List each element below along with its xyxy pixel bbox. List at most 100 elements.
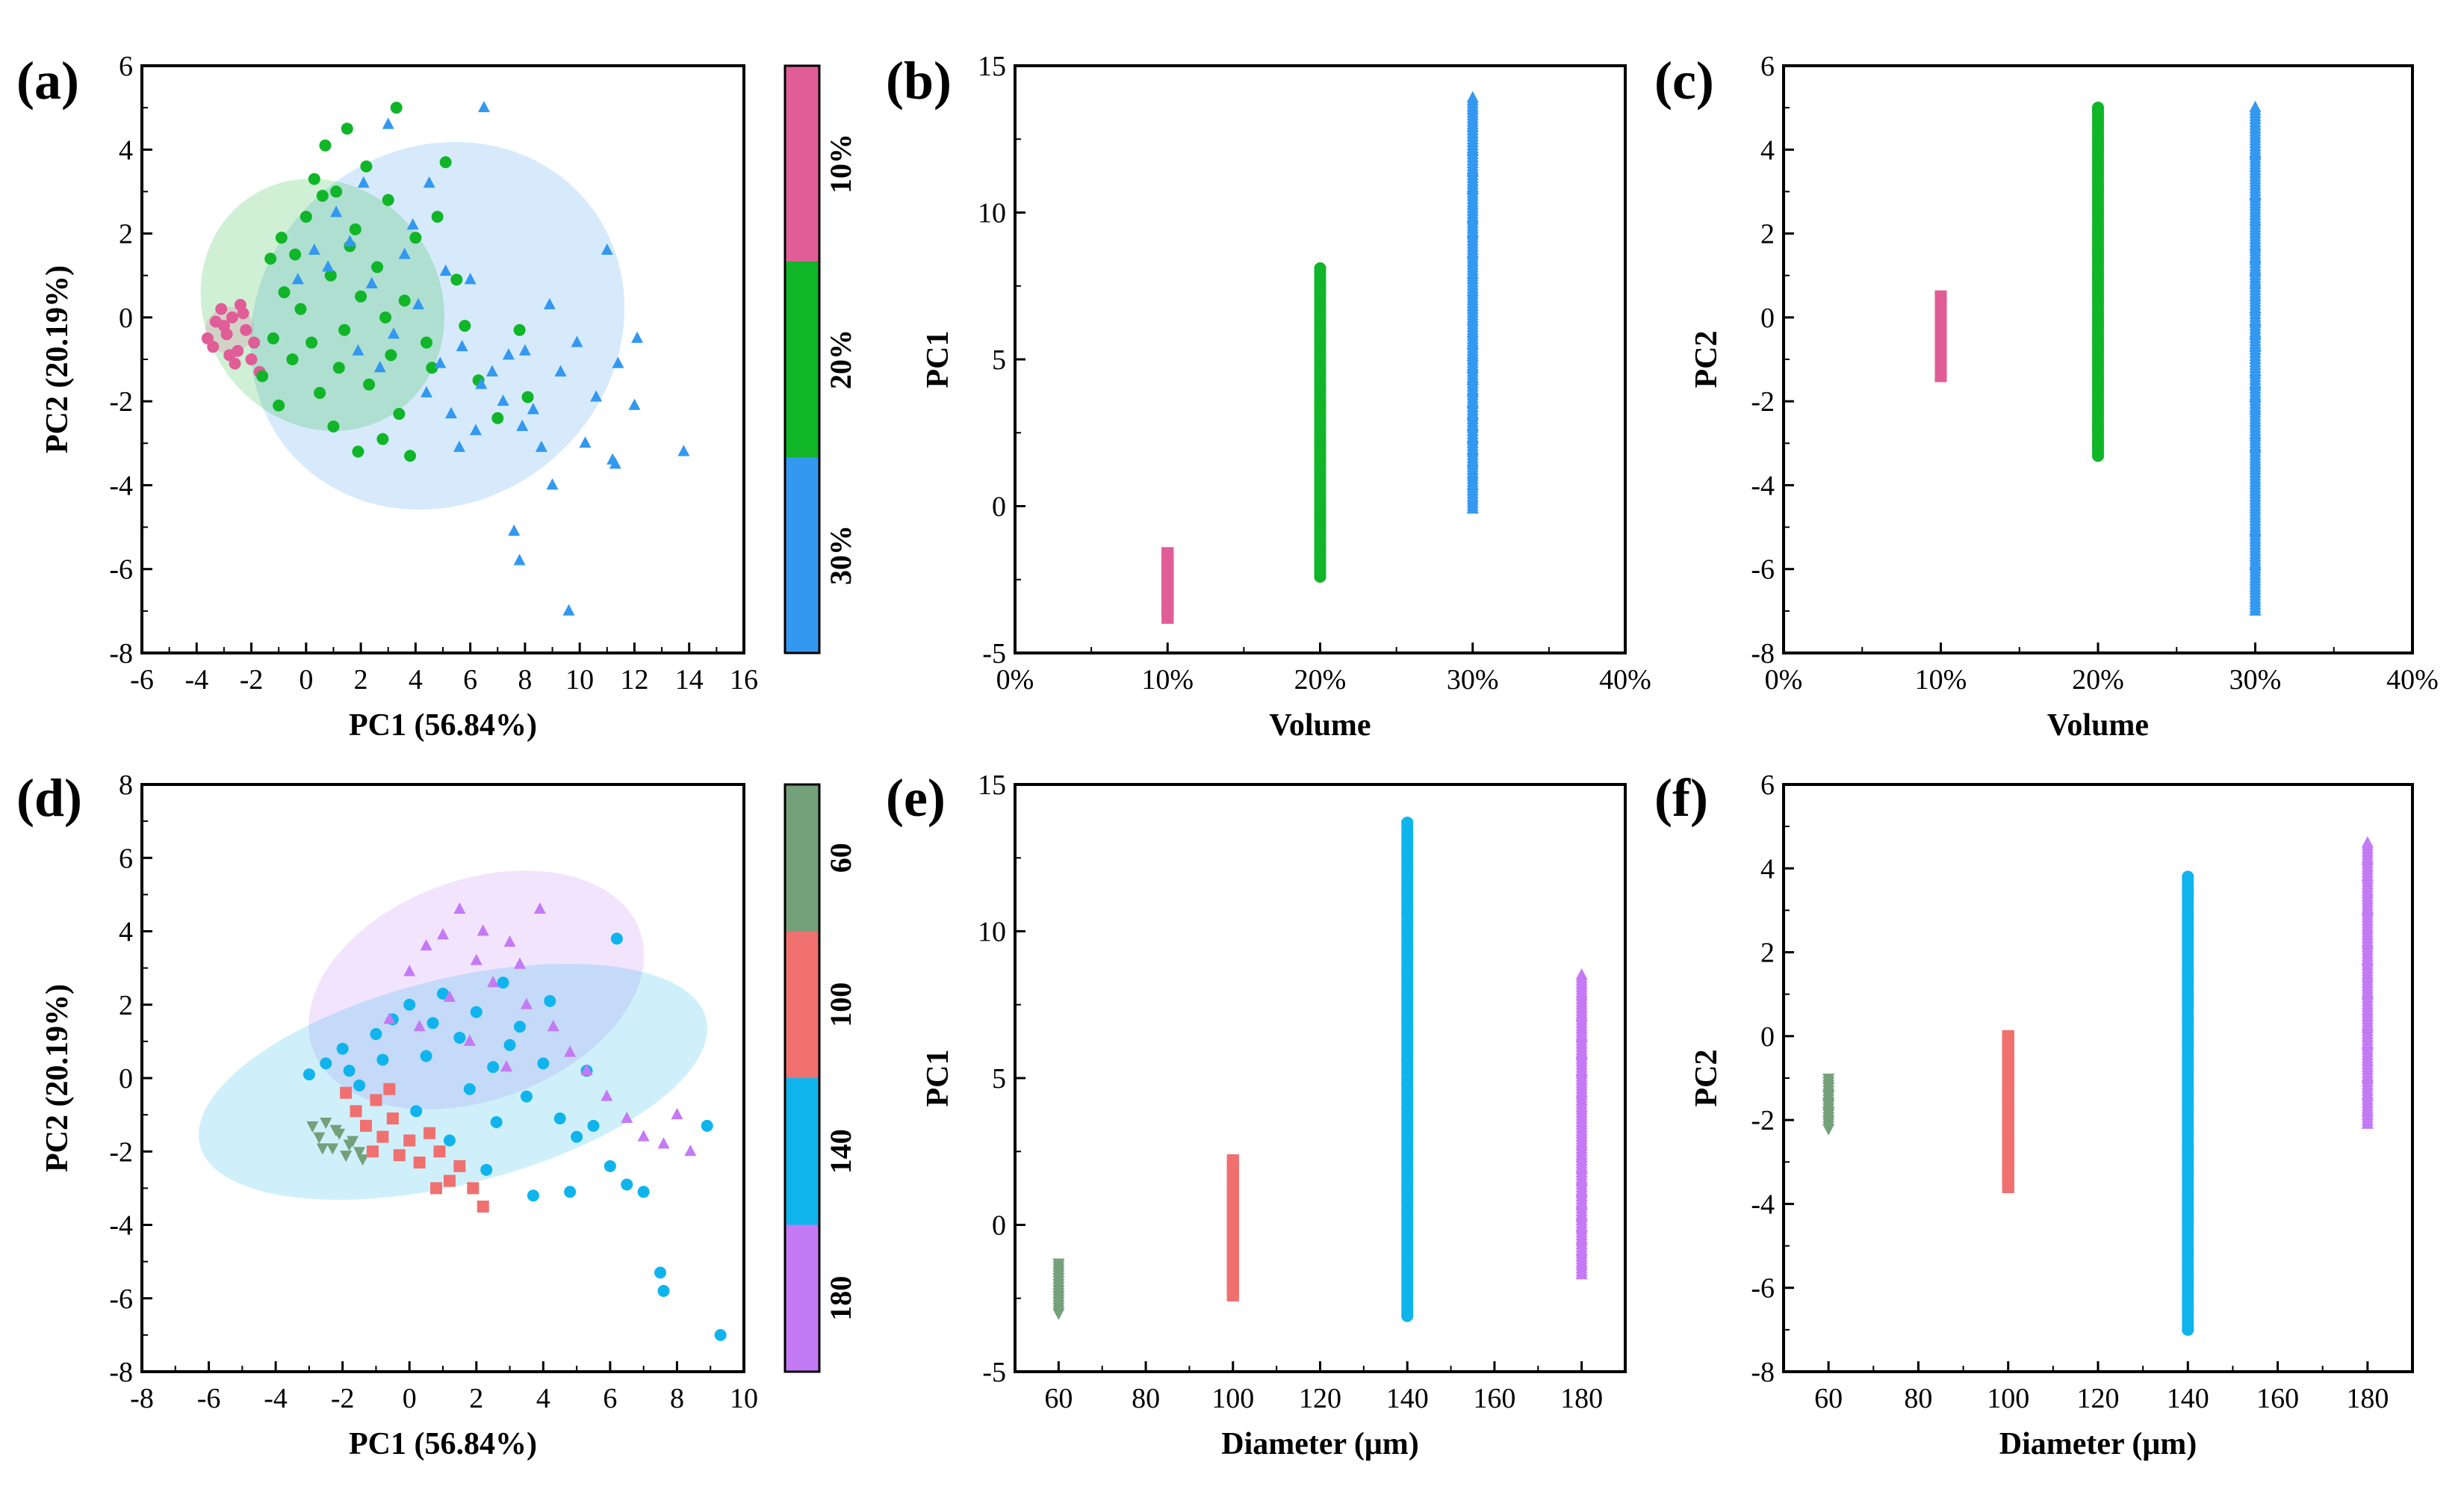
y-tick-label: 4 — [1760, 134, 1775, 166]
data-point — [1226, 1207, 1239, 1219]
data-point — [330, 185, 343, 198]
data-point — [2249, 524, 2262, 536]
data-point — [1575, 1209, 1588, 1221]
data-point — [2092, 344, 2104, 357]
data-point — [326, 1143, 339, 1155]
data-point — [226, 311, 238, 324]
y-tick-label: -2 — [109, 386, 133, 418]
data-point — [2361, 987, 2374, 999]
x-tick-label: 10 — [730, 1383, 758, 1414]
data-point — [564, 1045, 577, 1057]
data-point — [431, 211, 444, 223]
data-point — [1466, 455, 1479, 467]
y-tick-label: 0 — [119, 1063, 133, 1095]
data-point — [2092, 131, 2104, 143]
data-point — [2092, 450, 2104, 462]
data-point — [2361, 953, 2374, 965]
confidence-ellipse-180 — [308, 870, 645, 1109]
data-point — [291, 273, 304, 285]
series-20% — [1314, 262, 1326, 583]
y-tick-label: -8 — [109, 638, 133, 669]
data-point — [2182, 1151, 2194, 1164]
data-point — [1575, 1186, 1588, 1198]
data-point — [1401, 843, 1414, 855]
data-point — [2182, 950, 2194, 963]
data-point — [475, 377, 488, 389]
data-point — [1466, 373, 1479, 385]
data-point — [601, 1089, 613, 1101]
data-point — [2249, 214, 2262, 226]
data-point — [1466, 502, 1479, 514]
data-point — [398, 247, 411, 259]
data-point — [322, 260, 335, 272]
y-tick-label: 10 — [978, 198, 1006, 229]
data-point — [497, 976, 509, 989]
data-point — [1052, 1284, 1065, 1297]
data-point — [1052, 1296, 1065, 1308]
data-point — [360, 160, 373, 173]
data-point — [403, 1134, 416, 1147]
series-10% — [1934, 290, 1947, 383]
data-point — [1314, 421, 1326, 433]
data-point — [2182, 975, 2194, 988]
series-60 — [1822, 1074, 1835, 1136]
data-point — [1401, 1301, 1414, 1313]
y-tick-label: 0 — [119, 303, 133, 334]
y-tick-label: 6 — [1760, 770, 1775, 801]
y-tick-label: 0 — [992, 1210, 1006, 1242]
data-point — [1226, 1219, 1239, 1231]
data-point — [294, 303, 307, 315]
data-point — [1226, 1254, 1239, 1266]
x-tick-label: 30% — [2229, 664, 2282, 696]
data-point — [1822, 1098, 1835, 1110]
data-point — [2092, 156, 2104, 169]
colorbar-label: 140 — [824, 1129, 857, 1174]
data-point — [383, 1012, 396, 1024]
colorbar-label: 180 — [824, 1276, 857, 1321]
data-point — [1575, 1221, 1588, 1233]
data-point — [508, 524, 521, 536]
data-point — [1401, 887, 1414, 900]
data-point — [1575, 988, 1588, 1000]
data-point — [316, 1143, 329, 1155]
data-point — [1401, 1160, 1414, 1172]
data-point — [2092, 320, 2104, 332]
colorbar-label: 10% — [824, 134, 857, 194]
x-tick-label: 140 — [2167, 1383, 2209, 1414]
data-point — [2361, 937, 2374, 949]
data-point — [366, 1145, 379, 1158]
data-point — [564, 1186, 577, 1198]
data-point — [513, 957, 526, 969]
data-point — [1314, 465, 1326, 477]
data-point — [316, 190, 329, 202]
data-point — [1466, 164, 1479, 176]
data-point — [603, 1160, 616, 1172]
x-tick-label: -4 — [264, 1383, 288, 1414]
data-point — [1226, 1278, 1239, 1290]
x-tick-label: -6 — [197, 1383, 221, 1414]
data-point — [340, 1151, 353, 1163]
data-point — [2092, 420, 2104, 433]
data-point — [587, 1119, 600, 1132]
data-point — [2361, 1117, 2374, 1129]
data-point — [305, 336, 318, 349]
y-tick-label: 10 — [978, 917, 1006, 948]
data-point — [477, 924, 489, 936]
series-180 — [2361, 836, 2374, 1129]
data-point — [1466, 443, 1479, 455]
data-point — [420, 938, 432, 951]
data-point — [1401, 1207, 1414, 1219]
panel-b: (b) 0% 10% 20% 30% 40% -5 0 5 10 15 Volume PC1 — [886, 51, 1651, 743]
panel-c: (c) 0% 10% 20% 30% 40% -8 -6 -4 -2 0 2 4 6 Volume PC2 — [1654, 51, 2439, 743]
data-point — [1466, 490, 1479, 502]
data-point — [2092, 407, 2104, 420]
data-point — [356, 1154, 369, 1166]
data-point — [1575, 1101, 1588, 1112]
x-tick-label: 14 — [675, 664, 704, 696]
data-point — [463, 1083, 476, 1095]
data-point — [590, 390, 603, 402]
data-point — [547, 1020, 559, 1032]
data-point — [357, 176, 370, 188]
data-point — [2361, 1003, 2374, 1016]
data-point — [1314, 438, 1326, 451]
